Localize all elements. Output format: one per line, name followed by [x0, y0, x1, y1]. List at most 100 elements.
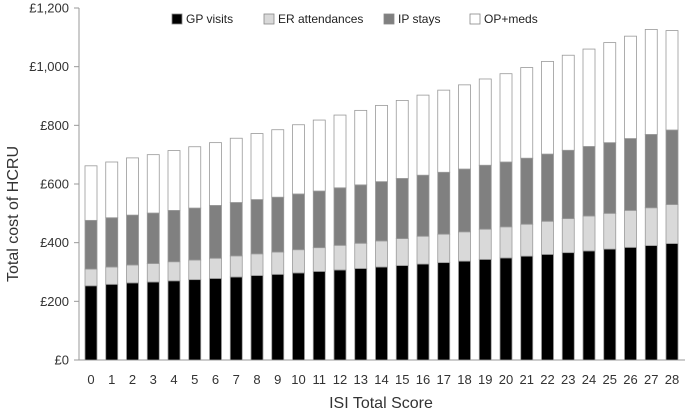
legend-swatch [383, 13, 395, 25]
bar-segment [499, 257, 513, 361]
bar-segment [561, 218, 575, 254]
bar-segment [271, 273, 285, 361]
x-tick-label: 2 [129, 372, 136, 387]
bar-segment [167, 261, 181, 282]
bar-segment [84, 219, 98, 270]
bar-segment [209, 205, 222, 259]
bar-segment [167, 209, 181, 263]
bar-segment [561, 149, 575, 220]
bar-segment [292, 272, 305, 361]
bar-segment [624, 246, 637, 361]
bar-segment [354, 184, 368, 244]
x-tick-label: 15 [395, 372, 409, 387]
bar-segment [541, 220, 554, 255]
legend-label: OP+meds [484, 12, 538, 26]
bar-segment [312, 190, 326, 249]
bar-segment [499, 161, 513, 228]
bar-segment [603, 142, 617, 214]
bar-segment [603, 212, 617, 250]
x-tick-label: 17 [437, 372, 451, 387]
y-tick-label: £0 [55, 353, 69, 368]
bar-segment [624, 138, 637, 211]
bar-segment [375, 181, 388, 242]
bar-segment [375, 240, 388, 268]
bar-segment [126, 282, 139, 361]
x-tick-label: 21 [520, 372, 534, 387]
bar-segment [561, 252, 575, 361]
bar-segment [209, 142, 222, 206]
bar-segment [333, 244, 347, 271]
x-tick-label: 7 [233, 372, 240, 387]
bar-segment [229, 276, 243, 361]
bar-segment [333, 269, 347, 361]
x-tick-label: 13 [354, 372, 368, 387]
x-tick-label: 8 [253, 372, 260, 387]
x-tick-label: 6 [212, 372, 219, 387]
bar-segment [437, 233, 451, 264]
bar-segment [520, 223, 534, 257]
bar-segment [416, 263, 430, 361]
x-tick-label: 14 [374, 372, 388, 387]
bar-segment [354, 268, 368, 361]
bar-segment [644, 207, 658, 246]
x-tick-label: 3 [150, 372, 157, 387]
bar-segment [229, 137, 243, 203]
bar-segment [416, 174, 430, 237]
bar-segment [188, 259, 202, 281]
bar-segment [105, 283, 119, 361]
legend: GP visits ER attendances IP stays OP+meds [171, 12, 538, 26]
bar-segment [84, 165, 98, 221]
bar-segment [105, 161, 119, 219]
x-tick-label: 18 [457, 372, 471, 387]
x-tick-label: 1 [108, 372, 115, 387]
x-tick-label: 9 [274, 372, 281, 387]
bar-segment [167, 150, 181, 211]
bar-segment [561, 54, 575, 151]
y-tick-label: £600 [40, 177, 69, 192]
bar-segment [416, 94, 430, 176]
x-tick-label: 27 [644, 372, 658, 387]
bar-segment [146, 281, 160, 361]
bar-segment [582, 250, 596, 361]
bar-segment [416, 235, 430, 265]
bar-segment [644, 29, 658, 135]
bar-segment [437, 171, 451, 235]
bar-segment [478, 228, 492, 260]
bar-segment [312, 119, 326, 192]
x-tick-label: 16 [416, 372, 430, 387]
bar-segment [354, 242, 368, 269]
x-tick-label: 26 [623, 372, 637, 387]
x-tick-label: 10 [291, 372, 305, 387]
x-tick-label: 23 [561, 372, 575, 387]
bar-segment [624, 35, 637, 139]
bar-segment [250, 253, 264, 276]
bar-segment [292, 124, 305, 195]
bar-segment [541, 60, 554, 155]
bar-segment [209, 278, 222, 361]
bar-segment [209, 257, 222, 279]
y-axis-title: Total cost of HCRU [5, 146, 22, 282]
bar-segment [395, 178, 409, 239]
bar-segment [437, 89, 451, 173]
y-tick-label: £800 [40, 118, 69, 133]
bar-segment [603, 248, 617, 361]
legend-label: IP stays [398, 12, 440, 26]
bar-segment [665, 129, 679, 205]
bar-segment [458, 84, 471, 170]
bar-segment [644, 245, 658, 361]
x-tick-label: 12 [333, 372, 347, 387]
bar-segment [271, 196, 285, 253]
x-tick-label: 25 [603, 372, 617, 387]
bar-segment [541, 253, 554, 361]
y-tick-label: £200 [40, 294, 69, 309]
legend-swatch [171, 13, 183, 25]
bar-segment [520, 67, 534, 159]
bar-segment [292, 249, 305, 274]
bar-segment [271, 129, 285, 198]
bar-segment [458, 231, 471, 262]
x-tick-label: 20 [499, 372, 513, 387]
legend-label: ER attendances [278, 12, 363, 26]
bar-segment [271, 251, 285, 275]
bar-segment [395, 100, 409, 179]
